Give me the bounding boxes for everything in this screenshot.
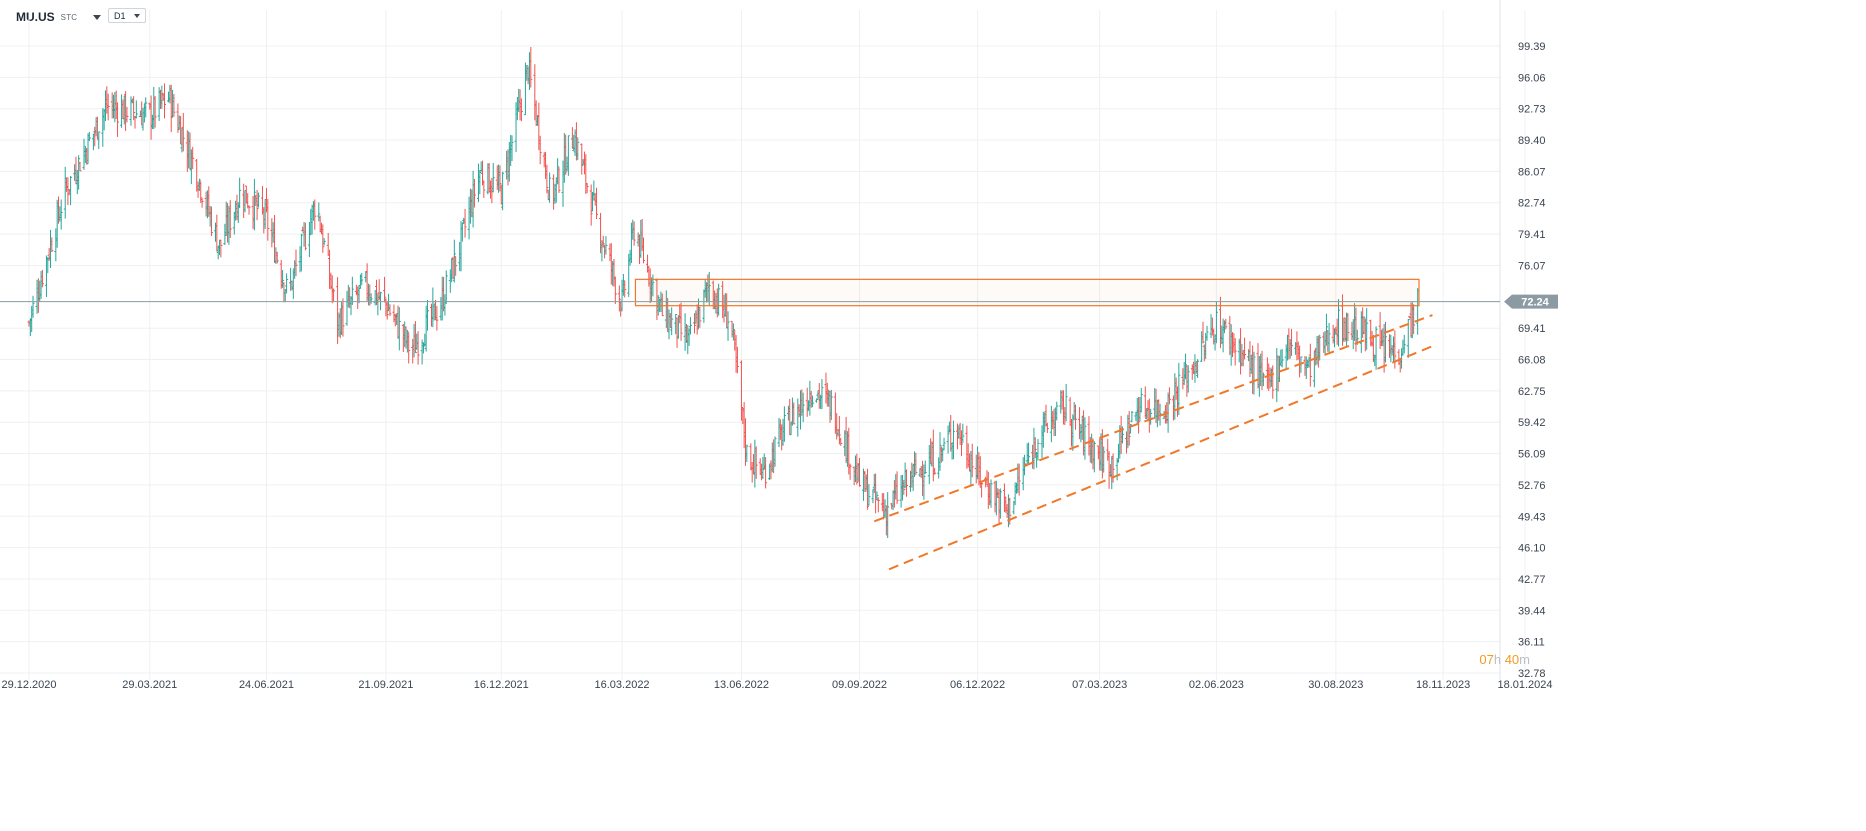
current-price-label: 72.24 (1521, 297, 1549, 309)
support-trendline (873, 314, 1433, 523)
y-tick-label: 46.10 (1518, 543, 1546, 555)
bar-countdown: 07h 40m (1479, 652, 1530, 667)
chart-grid (0, 0, 1526, 680)
symbol-selector[interactable]: MU.US STC (16, 10, 102, 24)
x-tick-label: 02.06.2023 (1189, 679, 1244, 691)
x-tick-label: 21.09.2021 (358, 679, 413, 691)
y-tick-label: 39.44 (1518, 605, 1546, 617)
y-tick-label: 86.07 (1518, 166, 1546, 178)
price-axis: 99.39 96.06 92.73 89.40 86.07 82.74 79.41 76.07… (1518, 41, 1546, 680)
support-trendline (888, 345, 1433, 571)
chevron-down-icon (93, 14, 102, 20)
y-tick-label: 82.74 (1518, 198, 1546, 210)
y-tick-label: 36.11 (1518, 637, 1545, 649)
trendlines (873, 314, 1433, 571)
y-tick-label: 59.42 (1518, 417, 1546, 429)
instrument-type-label: STC (60, 12, 78, 22)
y-tick-label: 79.41 (1518, 229, 1546, 241)
countdown-hours-unit: h (1493, 652, 1502, 667)
x-tick-label: 07.03.2023 (1072, 679, 1127, 691)
x-tick-label: 18.01.2024 (1497, 679, 1552, 691)
chevron-down-icon (134, 13, 140, 18)
x-tick-label: 18.11.2023 (1416, 679, 1470, 691)
current-price-tag (1504, 294, 1558, 309)
y-tick-label: 89.40 (1518, 135, 1546, 147)
y-tick-label: 69.41 (1518, 323, 1546, 335)
x-tick-label: 16.12.2021 (474, 679, 529, 691)
y-tick-label: 76.07 (1518, 261, 1546, 273)
chart-toolbar: MU.US STC D1 (0, 0, 1866, 36)
y-tick-label: 62.75 (1518, 386, 1546, 398)
y-tick-label: 99.39 (1518, 41, 1546, 53)
x-tick-label: 06.12.2022 (950, 679, 1005, 691)
timeframe-selector[interactable]: D1 (108, 8, 146, 23)
x-tick-label: 13.06.2022 (714, 679, 769, 691)
x-tick-label: 16.03.2022 (595, 679, 650, 691)
y-tick-label: 42.77 (1518, 574, 1546, 586)
y-tick-label: 92.73 (1518, 104, 1546, 116)
countdown-minutes-unit: m (1519, 652, 1530, 667)
y-tick-label: 52.76 (1518, 480, 1546, 492)
countdown-minutes: 40 (1504, 652, 1520, 667)
x-tick-label: 29.03.2021 (122, 679, 177, 691)
x-tick-label: 30.08.2023 (1308, 679, 1363, 691)
symbol-label: MU.US (16, 10, 55, 24)
candlestick-series (27, 47, 1420, 539)
timeframe-label: D1 (114, 10, 126, 21)
y-tick-label: 56.09 (1518, 449, 1546, 461)
x-tick-label: 09.09.2022 (832, 679, 887, 691)
countdown-hours: 07 (1479, 652, 1494, 667)
x-tick-label: 24.06.2021 (239, 679, 294, 691)
y-tick-label: 32.78 (1518, 668, 1546, 680)
y-tick-label: 66.08 (1518, 355, 1546, 367)
time-axis: 29.12.2020 29.03.2021 24.06.2021 21.09.2021… (1, 679, 1552, 691)
x-tick-label: 29.12.2020 (1, 679, 56, 691)
y-tick-label: 49.43 (1518, 511, 1546, 523)
current-price-line: 72.24 (0, 294, 1558, 309)
y-tick-label: 96.06 (1518, 72, 1546, 84)
